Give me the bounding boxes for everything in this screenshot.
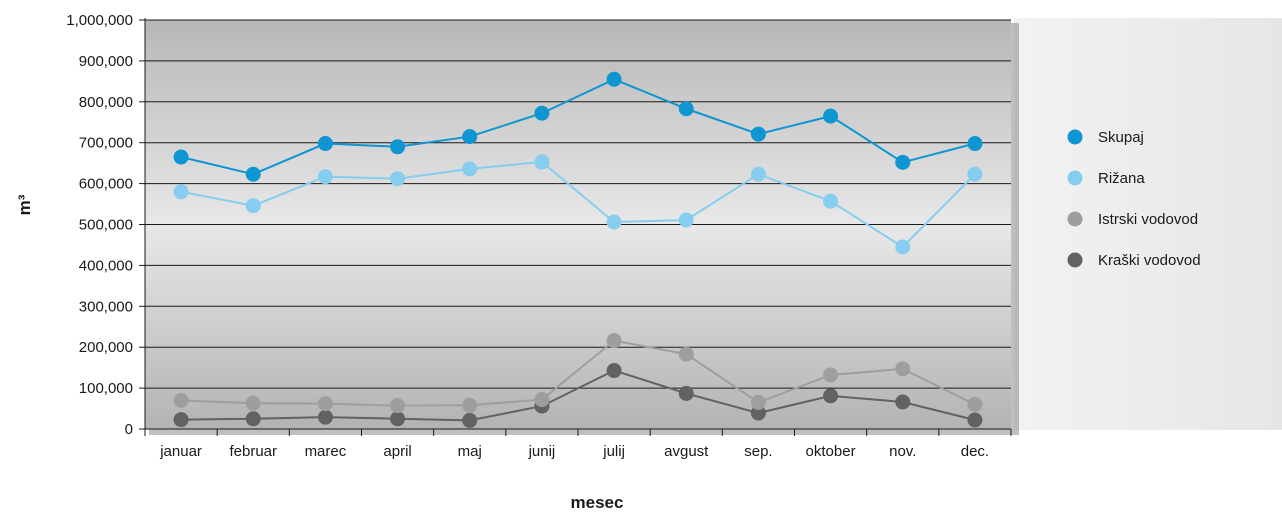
legend-item: Skupaj	[1067, 129, 1144, 146]
series-rižana	[173, 154, 983, 255]
data-point	[967, 136, 983, 152]
data-point	[823, 367, 839, 383]
data-point	[750, 394, 766, 410]
legend-marker	[1067, 129, 1083, 145]
data-point	[534, 154, 550, 170]
data-point	[823, 108, 839, 124]
legend-marker	[1067, 170, 1083, 186]
y-tick-label: 100,000	[79, 380, 133, 397]
x-axis-title: mesec	[571, 493, 624, 512]
y-tick-label: 700,000	[79, 135, 133, 152]
data-point	[606, 333, 622, 349]
data-point	[895, 239, 911, 255]
data-point	[173, 184, 189, 200]
data-point	[750, 405, 766, 421]
x-tick-label: junij	[528, 443, 556, 460]
y-tick-label: 0	[125, 421, 133, 438]
data-point	[823, 388, 839, 404]
legend-label: Skupaj	[1098, 129, 1144, 146]
data-point	[895, 394, 911, 410]
data-point	[462, 397, 478, 413]
y-axis-title: m³	[15, 194, 34, 215]
data-point	[462, 161, 478, 177]
data-point	[245, 166, 261, 182]
x-tick-label: avgust	[664, 443, 709, 460]
legend-label: Istrski vodovod	[1098, 211, 1198, 228]
data-point	[606, 214, 622, 230]
x-tick-label: nov.	[889, 443, 916, 460]
data-point	[390, 139, 406, 155]
data-point	[245, 198, 261, 214]
data-point	[173, 149, 189, 165]
data-point	[606, 71, 622, 87]
x-axis-ticks: januar februar marec april maj junij julij avgu…	[144, 429, 1012, 460]
x-tick-label: januar	[159, 443, 202, 460]
data-point	[317, 169, 333, 185]
legend-label: Kraški vodovod	[1098, 252, 1201, 269]
y-axis-ticks: 0 100,000 200,000 300,000 400,000 500,000 600,…	[66, 12, 146, 438]
data-point	[462, 129, 478, 145]
data-point	[750, 126, 766, 142]
series-line	[180, 78, 976, 176]
x-tick-label: dec.	[961, 443, 989, 460]
data-point	[390, 171, 406, 187]
y-tick-label: 600,000	[79, 176, 133, 193]
data-point	[895, 154, 911, 170]
data-point	[678, 101, 694, 117]
data-point	[173, 392, 189, 408]
data-point	[678, 212, 694, 228]
data-point	[245, 411, 261, 427]
x-tick-label: sep.	[744, 443, 772, 460]
series-istrski-vodovod	[173, 333, 983, 414]
legend-panel	[1014, 18, 1282, 430]
x-tick-label: maj	[458, 443, 482, 460]
legend-marker	[1067, 252, 1083, 268]
x-tick-label: februar	[229, 443, 277, 460]
series-group	[173, 71, 983, 428]
series-line	[180, 160, 976, 249]
data-point	[534, 392, 550, 408]
legend-item: Istrski vodovod	[1067, 211, 1198, 228]
data-point	[317, 409, 333, 425]
series-line	[181, 369, 976, 422]
data-point	[317, 136, 333, 152]
data-point	[390, 398, 406, 414]
data-point	[823, 193, 839, 209]
data-point	[678, 385, 694, 401]
legend-label: Rižana	[1098, 170, 1145, 187]
series-line	[181, 339, 976, 407]
series-skupaj	[173, 71, 983, 182]
y-tick-label: 500,000	[79, 217, 133, 234]
legend-marker	[1067, 211, 1083, 227]
y-tick-label: 400,000	[79, 257, 133, 274]
data-point	[462, 412, 478, 428]
y-tick-label: 900,000	[79, 53, 133, 70]
data-point	[967, 166, 983, 182]
data-point	[895, 361, 911, 377]
data-point	[678, 346, 694, 362]
data-point	[390, 411, 406, 427]
legend: Skupaj Rižana Istrski vodovod Kraški vodovo…	[1067, 129, 1201, 269]
x-tick-label: marec	[305, 443, 347, 460]
y-tick-label: 200,000	[79, 339, 133, 356]
data-point	[967, 396, 983, 412]
data-point	[317, 396, 333, 412]
legend-item: Rižana	[1067, 170, 1145, 187]
y-tick-label: 300,000	[79, 298, 133, 315]
x-tick-label: julij	[602, 443, 625, 460]
y-tick-label: 800,000	[79, 94, 133, 111]
x-tick-label: oktober	[806, 443, 856, 460]
data-point	[606, 363, 622, 379]
data-point	[750, 166, 766, 182]
data-point	[173, 412, 189, 428]
data-point	[967, 412, 983, 428]
data-point	[245, 395, 261, 411]
y-tick-label: 1,000,000	[66, 12, 133, 29]
legend-item: Kraški vodovod	[1067, 252, 1201, 269]
x-tick-label: april	[383, 443, 411, 460]
gridlines	[145, 19, 1011, 430]
data-point	[534, 105, 550, 121]
